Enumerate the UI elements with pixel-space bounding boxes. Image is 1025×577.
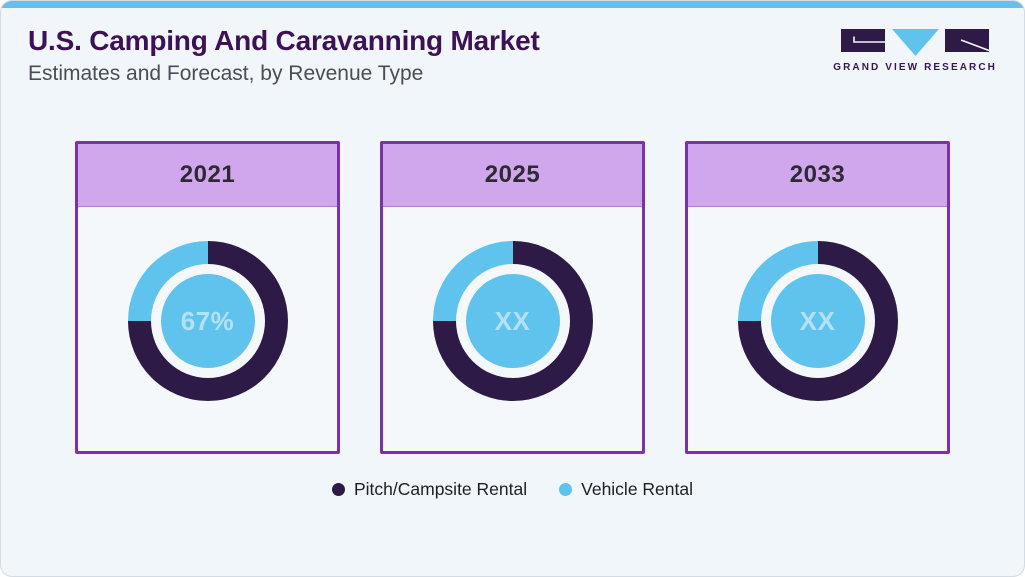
year-card-2033: 2033 XX [685, 141, 950, 454]
year-card-body-2033: XX [688, 207, 947, 451]
donut-hole: XX [455, 264, 570, 378]
top-accent-bar [1, 1, 1024, 8]
year-label: 2033 [789, 161, 846, 188]
donut-center-circle: 67% [160, 274, 255, 368]
year-card-header-2033: 2033 [688, 144, 947, 207]
year-card-2021: 2021 67% [75, 141, 340, 454]
donut-hole: 67% [150, 264, 265, 378]
donut-center-value: XX [799, 305, 836, 336]
year-label: 2025 [484, 161, 541, 188]
legend-dot-vehicle [559, 483, 573, 496]
page-title: U.S. Camping And Caravanning Market [28, 25, 540, 56]
year-card-header-2021: 2021 [78, 144, 337, 207]
donut-center-value: XX [494, 305, 531, 336]
donut-center-value: 67% [180, 305, 235, 336]
donut-center-circle: XX [770, 274, 865, 368]
gvr-logo-text: GRAND VIEW RESEARCH [833, 62, 997, 73]
header: U.S. Camping And Caravanning Market Esti… [28, 25, 997, 86]
donut-chart-2025: XX [432, 241, 593, 401]
legend-dot-pitch-campsite [331, 483, 345, 496]
year-card-body-2021: 67% [78, 207, 337, 451]
page-subtitle: Estimates and Forecast, by Revenue Type [28, 62, 424, 86]
year-card-header-2025: 2025 [383, 144, 642, 207]
donut-hole: XX [760, 264, 875, 378]
donut-chart-2033: XX [737, 241, 898, 401]
year-card-body-2025: XX [383, 207, 642, 451]
year-label: 2021 [179, 161, 236, 188]
gvr-logo: GRAND VIEW RESEARCH [833, 29, 997, 73]
legend-label: Pitch/Campsite Rental [353, 479, 528, 499]
legend: Pitch/Campsite Rental Vehicle Rental [1, 479, 1024, 500]
gvr-logo-mark [841, 29, 990, 56]
donut-chart-2021: 67% [127, 241, 288, 401]
title-block: U.S. Camping And Caravanning Market Esti… [28, 25, 540, 86]
legend-label: Vehicle Rental [581, 479, 694, 499]
year-card-2025: 2025 XX [380, 141, 645, 454]
legend-item-vehicle: Vehicle Rental [559, 479, 693, 500]
legend-item-pitch-campsite: Pitch/Campsite Rental [331, 479, 528, 500]
year-cards-row: 2021 67% 2025 [1, 141, 1024, 454]
donut-center-circle: XX [465, 274, 560, 368]
